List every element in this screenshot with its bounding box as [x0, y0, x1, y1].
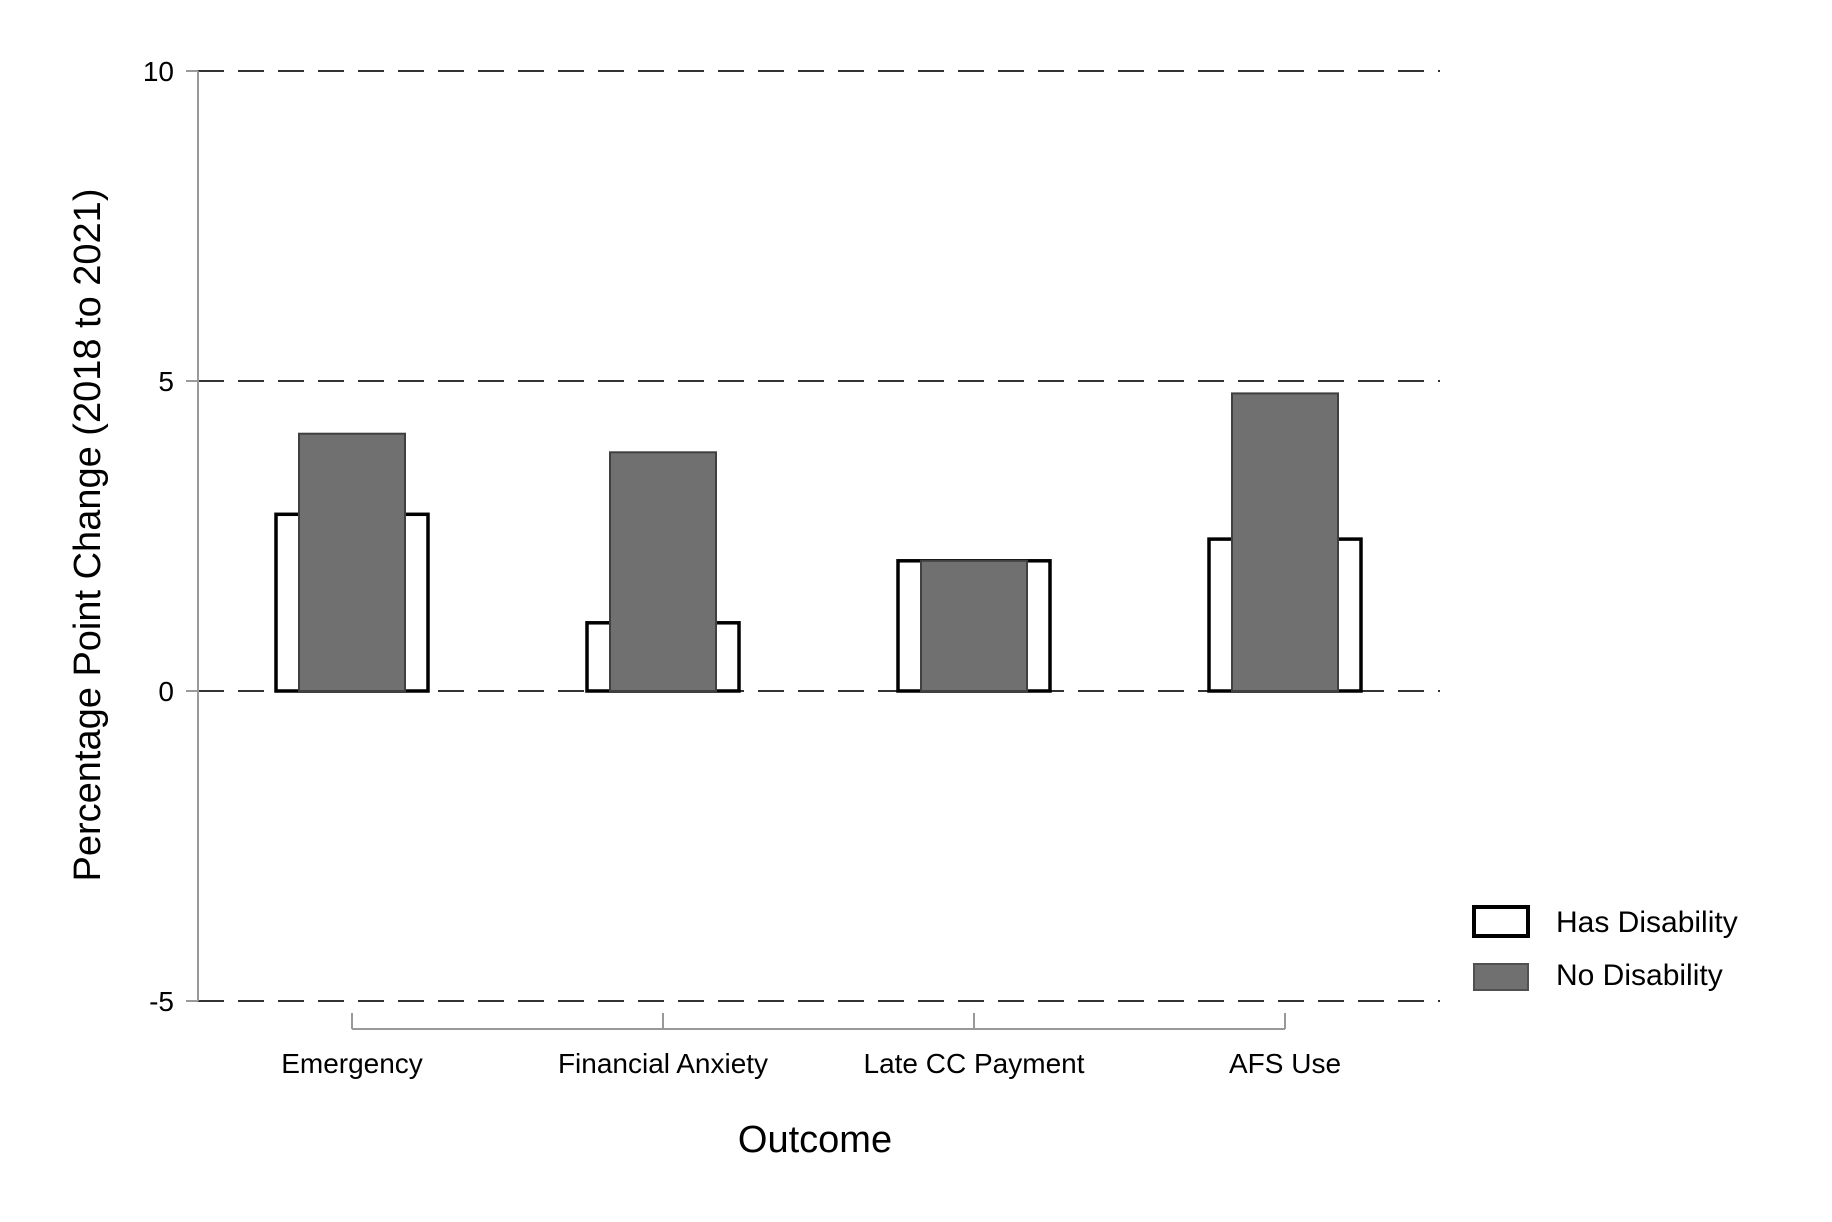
y-tick-label: -5	[149, 986, 174, 1017]
x-tick-label: Financial Anxiety	[558, 1048, 768, 1079]
legend-label-has-disability: Has Disability	[1556, 906, 1738, 939]
y-axis-title: Percentage Point Change (2018 to 2021)	[67, 189, 109, 882]
y-tick-label: 0	[158, 676, 174, 707]
legend: Has Disability No Disability	[1472, 905, 1738, 992]
bar-no-disability	[920, 559, 1028, 692]
legend-label-no-disability: No Disability	[1556, 959, 1723, 992]
legend-swatch-no-disability	[1473, 963, 1529, 991]
x-tick-label: Late CC Payment	[864, 1048, 1085, 1079]
axes	[186, 70, 1286, 1030]
y-tick-label: 10	[143, 56, 174, 87]
x-tick-label: Emergency	[281, 1048, 423, 1079]
legend-swatch-has-disability	[1472, 905, 1530, 938]
bar-no-disability	[609, 451, 717, 692]
y-tick-label: 5	[158, 366, 174, 397]
bar-no-disability	[298, 432, 406, 692]
bar-no-disability	[1231, 392, 1339, 692]
bars	[274, 392, 1363, 693]
x-axis-title: Outcome	[738, 1119, 892, 1161]
tick-labels: -5 0 5 10 Emergency Financial Anxiety Late CC …	[143, 56, 1341, 1079]
x-tick-label: AFS Use	[1229, 1048, 1341, 1079]
